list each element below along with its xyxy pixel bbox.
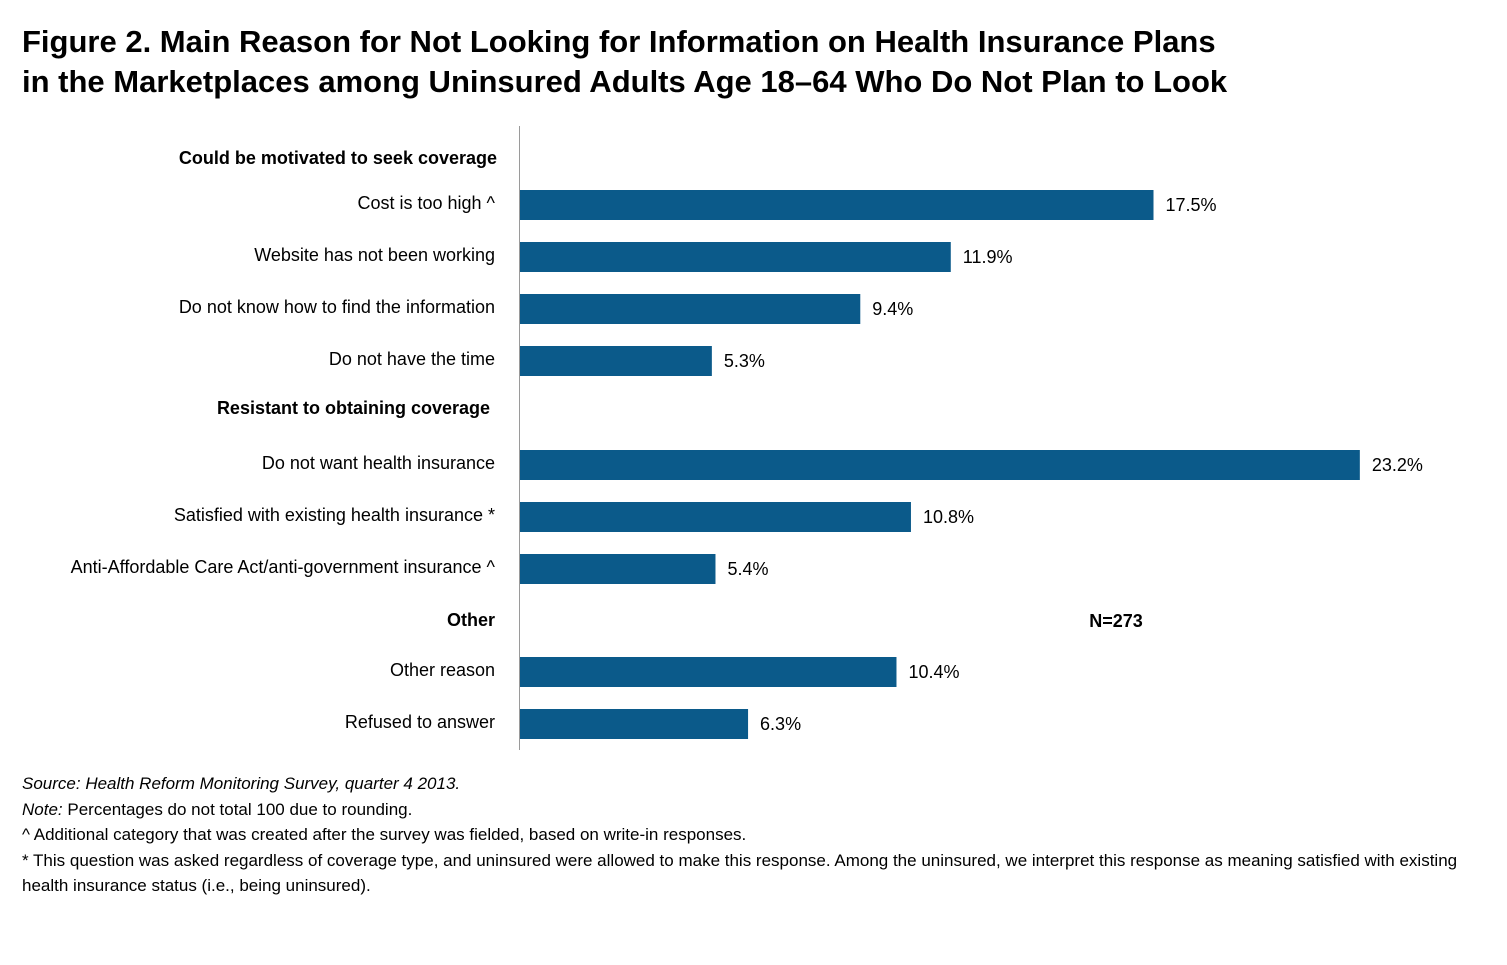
category-label: Website has not been working (254, 245, 495, 265)
note-text: Percentages do not total 100 due to roun… (62, 799, 413, 819)
group-label: Could be motivated to seek coverage (179, 148, 497, 168)
category-label: Cost is too high ^ (357, 193, 495, 213)
chart-notes: Source: Health Reform Monitoring Survey,… (22, 771, 1482, 899)
chart-title-line-1: Figure 2. Main Reason for Not Looking fo… (22, 24, 1216, 59)
data-label: 6.3% (760, 714, 801, 734)
bar (520, 450, 1360, 480)
chart-marks: Could be motivated to seek coverage Cost … (71, 148, 1423, 739)
category-label: Anti-Affordable Care Act/anti-government… (71, 557, 496, 577)
data-label: 9.4% (872, 299, 913, 319)
star-note: * This question was asked regardless of … (22, 850, 1458, 896)
bar (520, 242, 951, 272)
category-label: Other reason (390, 660, 495, 680)
caret-note: ^ Additional category that was created a… (22, 825, 747, 844)
bar (520, 709, 749, 739)
data-label: 10.4% (908, 662, 959, 682)
bar (520, 502, 911, 532)
data-label: 17.5% (1166, 195, 1217, 215)
category-label: Do not want health insurance (262, 453, 495, 473)
bar (520, 554, 716, 584)
category-label: Do not have the time (329, 349, 495, 369)
data-label: 5.4% (727, 559, 768, 579)
bar (520, 190, 1154, 220)
bar (520, 657, 897, 687)
source-prefix: Source: (22, 774, 81, 793)
data-label: 10.8% (923, 507, 974, 527)
group-label: Resistant to obtaining coverage (217, 398, 490, 418)
source-text: Health Reform Monitoring Survey, quarter… (80, 774, 461, 793)
note-prefix: Note: (22, 799, 63, 819)
bar (520, 294, 861, 324)
chart-title-line-2: in the Marketplaces among Uninsured Adul… (22, 64, 1228, 99)
data-label: 11.9% (963, 247, 1013, 267)
chart-title: Figure 2. Main Reason for Not Looking fo… (22, 22, 1482, 102)
rounding-note: Note: Percentages do not total 100 due t… (22, 797, 1482, 823)
sample-size-annotation: N=273 (1089, 611, 1143, 631)
data-label: 23.2% (1372, 455, 1423, 475)
category-label: Satisfied with existing health insurance… (174, 505, 495, 525)
category-label: Refused to answer (345, 712, 495, 732)
category-label: Do not know how to find the information (179, 297, 495, 317)
bar (520, 346, 712, 376)
data-label: 5.3% (724, 351, 765, 371)
group-label: Other (447, 610, 495, 630)
source-note: Source: Health Reform Monitoring Survey,… (22, 771, 1482, 797)
